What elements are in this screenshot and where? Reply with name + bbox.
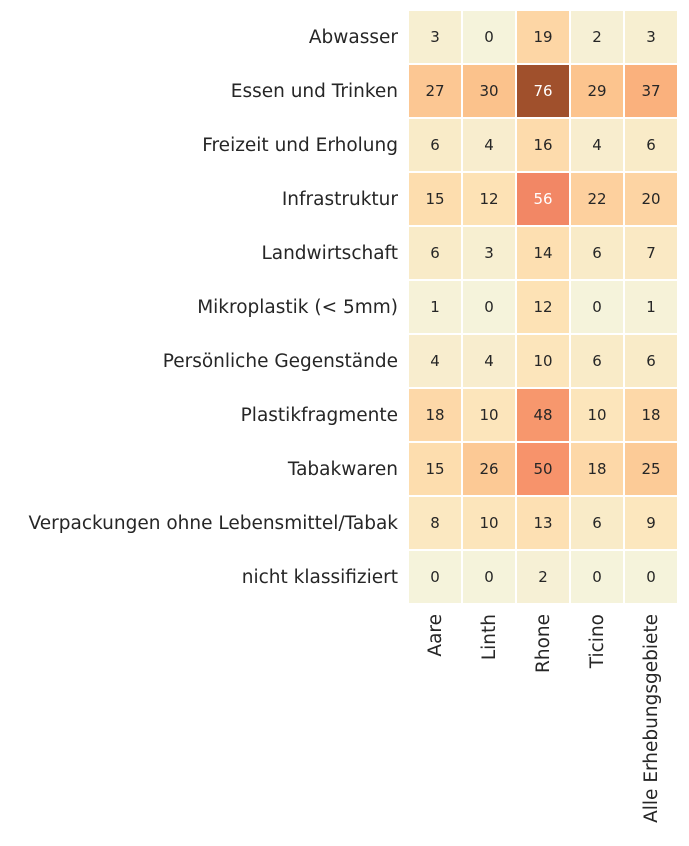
cell-value-label: 16 [533, 136, 552, 154]
cell-value-label: 76 [533, 82, 552, 100]
row-label-nicht-klassifiziert: nicht klassifiziert [242, 567, 398, 588]
cell-value-label: 18 [587, 460, 606, 478]
cell-value-label: 18 [641, 406, 660, 424]
cell-value-label: 10 [479, 406, 498, 424]
cell-value-label: 6 [592, 352, 602, 370]
cell-value-label: 25 [641, 460, 660, 478]
cell-value-label: 0 [484, 28, 494, 46]
cell-value-label: 26 [479, 460, 498, 478]
cell-value-label: 48 [533, 406, 552, 424]
cell-value-label: 0 [484, 298, 494, 316]
cell-value-label: 10 [587, 406, 606, 424]
cell-value-label: 4 [592, 136, 602, 154]
column-labels: Aare Linth Rhone Ticino Alle Erhebungsgebiet… [425, 614, 662, 823]
cell-value-label: 19 [533, 28, 552, 46]
row-label-verpackungen-ohne-lebensmittel-tabak: Verpackungen ohne Lebensmittel/Tabak [29, 513, 399, 534]
row-label-personliche-gegenstande: Persönliche Gegenstände [163, 351, 398, 372]
cell-value-label: 22 [587, 190, 606, 208]
column-label-alle-erhebungsgebiete: Alle Erhebungsgebiete [641, 614, 662, 823]
cell-value-label: 12 [533, 298, 552, 316]
cell-value-label: 6 [430, 136, 440, 154]
cell-value-label: 0 [592, 298, 602, 316]
cell-value-label: 6 [592, 244, 602, 262]
cell-value-label: 18 [425, 406, 444, 424]
cell-value-label: 0 [592, 568, 602, 586]
column-label-linth: Linth [479, 614, 500, 660]
row-label-landwirtschaft: Landwirtschaft [261, 243, 398, 264]
cell-value-label: 4 [430, 352, 440, 370]
cell-value-label: 2 [592, 28, 602, 46]
cell-value-label: 30 [479, 82, 498, 100]
cell-value-label: 13 [533, 514, 552, 532]
cell-value-label: 3 [484, 244, 494, 262]
cell-value-label: 6 [646, 352, 656, 370]
row-label-mikroplastik-5mm: Mikroplastik (< 5mm) [197, 297, 398, 318]
cell-value-label: 4 [484, 136, 494, 154]
cell-value-label: 56 [533, 190, 552, 208]
cell-value-label: 7 [646, 244, 656, 262]
cell-value-label: 3 [646, 28, 656, 46]
cell-value-label: 2 [538, 568, 548, 586]
cell-value-label: 9 [646, 514, 656, 532]
row-label-plastikfragmente: Plastikfragmente [241, 405, 398, 426]
cell-value-label: 10 [533, 352, 552, 370]
cell-value-label: 1 [430, 298, 440, 316]
cell-value-label: 10 [479, 514, 498, 532]
row-label-infrastruktur: Infrastruktur [282, 189, 399, 210]
cell-value-label: 14 [533, 244, 552, 262]
cell-value-label: 15 [425, 190, 444, 208]
cell-value-label: 1 [646, 298, 656, 316]
cell-value-label: 50 [533, 460, 552, 478]
cell-value-label: 12 [479, 190, 498, 208]
cell-value-label: 6 [592, 514, 602, 532]
cell-value-label: 4 [484, 352, 494, 370]
cell-value-label: 0 [430, 568, 440, 586]
row-label-freizeit-und-erholung: Freizeit und Erholung [202, 135, 398, 156]
row-labels: Abwasser Essen und Trinken Freizeit und Er… [29, 27, 399, 588]
column-label-rhone: Rhone [533, 614, 554, 673]
cell-value-label: 27 [425, 82, 444, 100]
cell-value-label: 0 [484, 568, 494, 586]
cell-value-label: 6 [430, 244, 440, 262]
cell-value-label: 6 [646, 136, 656, 154]
heatmap-cells: 3 0 19 2 327 30 76 29 376 4 16 4 615 12 56 22 206 3 14 6 71 0… [408, 10, 678, 604]
cell-value-label: 8 [430, 514, 440, 532]
cell-value-label: 0 [646, 568, 656, 586]
row-label-abwasser: Abwasser [309, 27, 399, 48]
cell-value-label: 37 [641, 82, 660, 100]
cell-value-label: 29 [587, 82, 606, 100]
column-label-aare: Aare [425, 614, 446, 657]
row-label-essen-und-trinken: Essen und Trinken [231, 81, 398, 102]
column-label-ticino: Ticino [587, 614, 608, 669]
cell-value-label: 20 [641, 190, 660, 208]
cell-value-label: 3 [430, 28, 440, 46]
row-label-tabakwaren: Tabakwaren [287, 459, 398, 480]
cell-value-label: 15 [425, 460, 444, 478]
